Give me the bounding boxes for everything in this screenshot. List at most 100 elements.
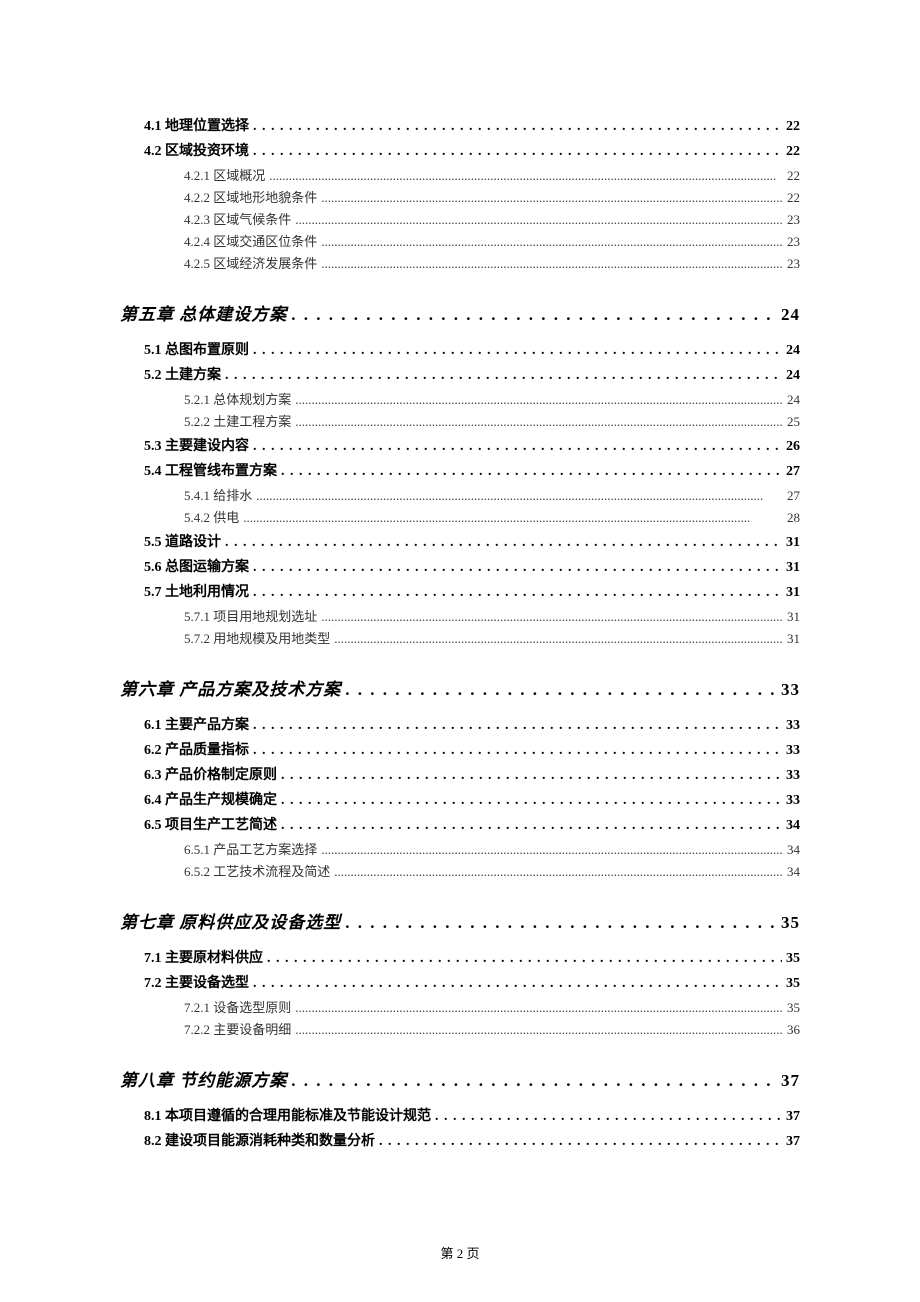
toc-entry-page: 31 xyxy=(787,609,800,625)
toc-entry-page: 22 xyxy=(787,168,800,184)
toc-entry: 第七章 原料供应及设备选型35 xyxy=(120,908,800,933)
toc-entry-label: 4.2.4 区域交通区位条件 xyxy=(184,231,317,250)
toc-entry-label: 5.7.2 用地规模及用地类型 xyxy=(184,628,330,647)
toc-entry-label: 第五章 总体建设方案 xyxy=(120,300,287,325)
toc-entry-page: 24 xyxy=(786,343,800,359)
toc-leader-dots xyxy=(291,1071,777,1091)
toc-entry-page: 34 xyxy=(787,842,800,858)
toc-entry-page: 22 xyxy=(787,190,800,206)
toc-entry: 7.2.2 主要设备明细36 xyxy=(184,1019,800,1038)
toc-leader-dots xyxy=(435,1109,782,1125)
toc-entry-label: 6.5.2 工艺技术流程及简述 xyxy=(184,861,330,880)
toc-entry: 4.2.5 区域经济发展条件23 xyxy=(184,253,800,272)
toc-entry: 4.2 区域投资环境 22 xyxy=(144,140,800,160)
toc-entry-page: 37 xyxy=(786,1134,800,1150)
toc-leader-dots xyxy=(295,1000,783,1016)
toc-entry-label: 7.2.2 主要设备明细 xyxy=(184,1019,291,1038)
toc-entry-page: 33 xyxy=(786,743,800,759)
toc-entry-page: 23 xyxy=(787,256,800,272)
toc-entry: 6.2 产品质量指标 33 xyxy=(144,739,800,759)
toc-leader-dots xyxy=(253,144,782,160)
toc-leader-dots xyxy=(295,414,783,430)
toc-leader-dots xyxy=(321,234,783,250)
toc-leader-dots xyxy=(253,743,782,759)
toc-entry-page: 37 xyxy=(786,1109,800,1125)
toc-entry: 4.2.1 区域概况22 xyxy=(184,165,800,184)
toc-entry: 5.4.2 供电28 xyxy=(184,507,800,526)
toc-entry-page: 28 xyxy=(787,510,800,526)
toc-leader-dots xyxy=(321,609,783,625)
toc-leader-dots xyxy=(334,631,783,647)
toc-leader-dots xyxy=(253,343,782,359)
toc-entry: 5.2.2 土建工程方案25 xyxy=(184,411,800,430)
toc-entry-label: 第八章 节约能源方案 xyxy=(120,1066,287,1091)
toc-leader-dots xyxy=(225,368,782,384)
toc-entry: 6.5.1 产品工艺方案选择34 xyxy=(184,839,800,858)
toc-entry-label: 5.7.1 项目用地规划选址 xyxy=(184,606,317,625)
toc-entry-label: 5.2 土建方案 xyxy=(144,364,221,384)
toc-leader-dots xyxy=(321,190,783,206)
toc-entry-label: 6.4 产品生产规模确定 xyxy=(144,789,277,809)
toc-leader-dots xyxy=(225,535,782,551)
toc-entry: 7.2 主要设备选型 35 xyxy=(144,972,800,992)
toc-entry: 5.6 总图运输方案31 xyxy=(144,556,800,576)
toc-leader-dots xyxy=(253,718,782,734)
toc-entry: 5.5 道路设计31 xyxy=(144,531,800,551)
toc-entry-page: 27 xyxy=(786,464,800,480)
toc-leader-dots xyxy=(253,439,782,455)
toc-entry: 7.2.1 设备选型原则35 xyxy=(184,997,800,1016)
toc-entry-label: 6.3 产品价格制定原则 xyxy=(144,764,277,784)
toc-entry: 第五章 总体建设方案24 xyxy=(120,300,800,325)
toc-leader-dots xyxy=(253,119,782,135)
toc-leader-dots xyxy=(281,818,782,834)
toc-entry: 4.2.4 区域交通区位条件 23 xyxy=(184,231,800,250)
toc-entry: 6.3 产品价格制定原则 33 xyxy=(144,764,800,784)
toc-entry: 6.1 主要产品方案 33 xyxy=(144,714,800,734)
toc-entry-page: 22 xyxy=(786,144,800,160)
toc-entry-label: 6.5 项目生产工艺简述 xyxy=(144,814,277,834)
toc-entry-page: 33 xyxy=(786,768,800,784)
toc-entry-page: 31 xyxy=(787,631,800,647)
toc-entry-page: 33 xyxy=(786,718,800,734)
toc-entry-label: 6.2 产品质量指标 xyxy=(144,739,249,759)
toc-entry-page: 33 xyxy=(781,680,800,700)
toc-leader-dots xyxy=(281,793,782,809)
toc-entry-label: 6.1 主要产品方案 xyxy=(144,714,249,734)
toc-entry: 5.7.1 项目用地规划选址 31 xyxy=(184,606,800,625)
toc-leader-dots xyxy=(321,842,783,858)
toc-entry: 5.4 工程管线布置方案 27 xyxy=(144,460,800,480)
toc-entry: 5.2 土建方案24 xyxy=(144,364,800,384)
toc-entry-label: 5.5 道路设计 xyxy=(144,531,221,551)
toc-entry: 8.2 建设项目能源消耗种类和数量分析37 xyxy=(144,1130,800,1150)
toc-entry-label: 5.1 总图布置原则 xyxy=(144,339,249,359)
toc-leader-dots xyxy=(345,913,777,933)
toc-entry-label: 4.2 区域投资环境 xyxy=(144,140,249,160)
toc-entry: 6.5 项目生产工艺简述 34 xyxy=(144,814,800,834)
toc-leader-dots xyxy=(281,768,782,784)
page-footer: 第 2 页 xyxy=(0,1243,920,1262)
toc-entry-label: 5.4.1 给排水 xyxy=(184,485,252,504)
toc-entry-label: 4.2.3 区域气候条件 xyxy=(184,209,291,228)
toc-leader-dots xyxy=(321,256,783,272)
toc-leader-dots xyxy=(253,560,782,576)
toc-entry: 第八章 节约能源方案37 xyxy=(120,1066,800,1091)
toc-entry: 6.4 产品生产规模确定33 xyxy=(144,789,800,809)
toc-entry-label: 5.4 工程管线布置方案 xyxy=(144,460,277,480)
toc-entry-page: 22 xyxy=(786,119,800,135)
toc-entry-page: 35 xyxy=(786,976,800,992)
toc-leader-dots xyxy=(334,864,783,880)
toc-leader-dots xyxy=(295,1022,783,1038)
toc-leader-dots xyxy=(253,976,782,992)
toc-entry-label: 7.2 主要设备选型 xyxy=(144,972,249,992)
toc-leader-dots xyxy=(345,680,777,700)
toc-entry-page: 34 xyxy=(786,818,800,834)
toc-leader-dots xyxy=(253,585,782,601)
toc-entry: 5.7 土地利用情况31 xyxy=(144,581,800,601)
toc-entry-page: 23 xyxy=(787,234,800,250)
toc-entry-label: 第七章 原料供应及设备选型 xyxy=(120,908,341,933)
toc-entry-label: 5.3 主要建设内容 xyxy=(144,435,249,455)
toc-leader-dots xyxy=(291,305,777,325)
toc-entry-page: 26 xyxy=(786,439,800,455)
toc-entry-page: 25 xyxy=(787,414,800,430)
toc-entry: 8.1 本项目遵循的合理用能标准及节能设计规范37 xyxy=(144,1105,800,1125)
